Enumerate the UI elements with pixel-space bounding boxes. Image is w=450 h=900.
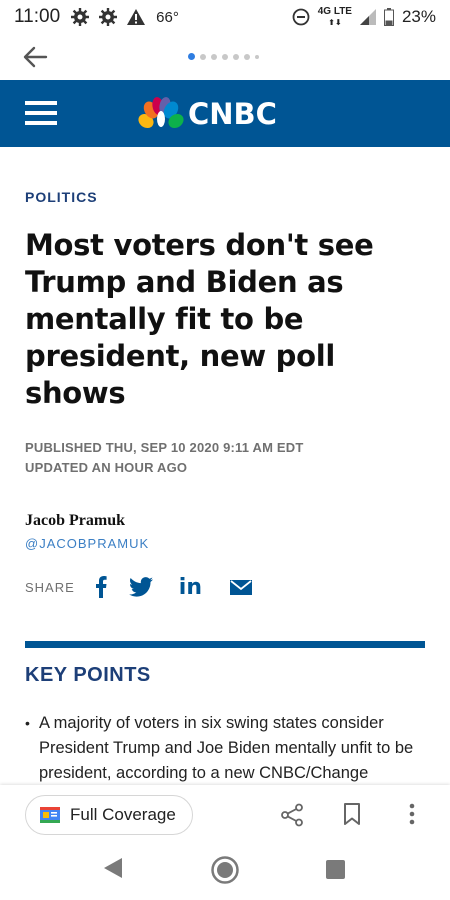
network-type: 4G LTE ⬆⬇ [318, 6, 352, 28]
bookmark-icon[interactable] [343, 803, 361, 825]
full-coverage-label: Full Coverage [70, 805, 176, 824]
nav-back-icon[interactable] [103, 857, 123, 879]
list-item: • A majority of voters in six swing stat… [25, 711, 425, 811]
network-label: 4G LTE [317, 6, 352, 17]
article: POLITICS Most voters don't see Trump and… [25, 147, 425, 811]
key-point-text: A majority of voters in six swing states… [39, 714, 414, 807]
section-kicker[interactable]: POLITICS [25, 189, 98, 205]
facebook-icon[interactable] [95, 576, 107, 598]
back-arrow-icon[interactable] [20, 42, 50, 72]
signal-icon [359, 9, 376, 25]
share-row: SHARE in [25, 573, 425, 601]
page-dot [233, 53, 239, 60]
article-meta: PUBLISHED THU, SEP 10 2020 9:11 AM EDT U… [25, 438, 425, 478]
page-dot [222, 53, 228, 60]
battery-percent: 23% [401, 7, 436, 26]
bullet-icon: • [25, 715, 30, 731]
do-not-disturb-icon [292, 8, 310, 26]
updated-date: UPDATED AN HOUR AGO [25, 460, 188, 475]
menu-icon[interactable] [25, 101, 57, 127]
page-dot-active [188, 53, 195, 60]
section-divider [25, 641, 425, 648]
page-dot [244, 53, 250, 60]
full-coverage-button[interactable]: Full Coverage [25, 795, 193, 835]
share-icon[interactable] [280, 803, 304, 827]
more-options-icon[interactable] [408, 803, 416, 825]
warning-icon [127, 9, 146, 25]
author-handle[interactable]: @JACOBPRAMUK [25, 536, 150, 551]
key-points-list: • A majority of voters in six swing stat… [25, 711, 425, 811]
bottom-toolbar: Full Coverage [0, 785, 450, 845]
linkedin-icon[interactable]: in [178, 574, 202, 600]
peacock-icon [138, 97, 184, 129]
page-dot [200, 53, 206, 60]
brand-wordmark: CNBC [188, 97, 277, 131]
page-dot [211, 53, 217, 60]
nav-recents-icon[interactable] [326, 860, 345, 879]
settings-notification-icon [99, 8, 118, 26]
data-arrows-icon: ⬆⬇ [328, 18, 342, 27]
status-bar: 11:00 66° 4G LTE ⬆⬇ 23% [0, 0, 450, 34]
share-label: SHARE [25, 579, 75, 595]
page-indicator [188, 53, 259, 60]
battery-icon [383, 8, 394, 26]
browser-nav [0, 34, 450, 80]
nav-home-icon[interactable] [210, 855, 240, 885]
article-headline: Most voters don't see Trump and Biden as… [25, 228, 374, 410]
google-news-icon [40, 807, 60, 823]
system-nav-bar [0, 845, 450, 900]
published-date: PUBLISHED THU, SEP 10 2020 9:11 AM EDT [25, 440, 304, 455]
weather-temperature: 66° [156, 8, 179, 26]
status-time: 11:00 [14, 6, 61, 27]
settings-notification-icon [71, 8, 90, 26]
email-icon[interactable] [230, 579, 252, 595]
site-header: CNBC [0, 80, 450, 147]
twitter-icon[interactable] [128, 577, 153, 597]
key-points-title: KEY POINTS [25, 664, 151, 686]
cnbc-logo[interactable]: CNBC [138, 94, 277, 134]
author-name[interactable]: Jacob Pramuk [25, 512, 125, 529]
page-dot [255, 54, 259, 59]
